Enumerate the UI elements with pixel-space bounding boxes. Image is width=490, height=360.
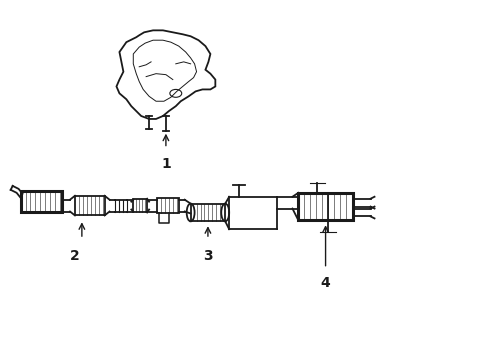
Bar — [157, 198, 179, 213]
Bar — [298, 193, 353, 220]
Text: 3: 3 — [203, 249, 213, 263]
Bar — [75, 196, 104, 215]
Bar — [191, 204, 225, 221]
Text: 1: 1 — [161, 157, 171, 171]
Text: 4: 4 — [320, 276, 330, 291]
Bar — [21, 191, 62, 212]
Bar — [133, 199, 147, 212]
Text: 2: 2 — [70, 249, 80, 263]
